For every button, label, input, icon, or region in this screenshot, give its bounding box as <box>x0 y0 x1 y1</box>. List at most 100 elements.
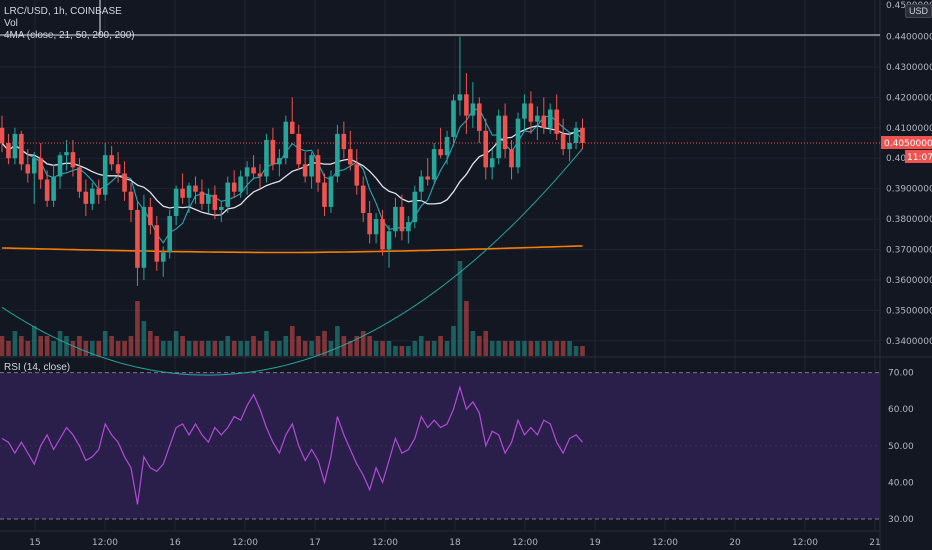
candle <box>515 118 521 168</box>
candle <box>444 136 450 156</box>
currency-badge[interactable]: USD <box>905 4 932 18</box>
candle <box>309 155 314 177</box>
candle <box>90 188 95 204</box>
volume-bar <box>173 331 179 356</box>
candle <box>393 206 398 232</box>
time-tick-label: 12:00 <box>372 538 398 548</box>
time-tick-label: 12:00 <box>232 538 258 548</box>
volume-bar <box>51 341 56 356</box>
ma-200-alt-line <box>1 148 583 376</box>
volume-bar <box>160 341 166 356</box>
volume-bar <box>193 341 198 356</box>
time-tick-label: 12:00 <box>652 538 678 548</box>
volume-bar <box>244 341 250 356</box>
candle <box>412 191 418 223</box>
candle <box>225 182 231 207</box>
volume-bar <box>412 341 418 356</box>
volume-bar <box>141 321 147 356</box>
volume-bar <box>109 336 114 356</box>
candle <box>483 130 489 168</box>
candle <box>212 194 218 210</box>
candle <box>141 206 147 268</box>
volume-bar <box>335 326 340 356</box>
candle <box>206 194 211 204</box>
candle <box>264 139 269 177</box>
volume-bar <box>57 331 63 356</box>
candle <box>231 182 237 192</box>
time-tick-label: 15 <box>29 538 40 548</box>
volume-bar <box>406 346 411 356</box>
candle <box>193 185 198 192</box>
volume-bar <box>96 341 102 356</box>
volume-bar <box>393 346 398 356</box>
volume-bar <box>12 331 18 356</box>
candle <box>567 143 572 150</box>
volume-bar <box>102 331 108 356</box>
countdown-label: 11:07 <box>907 153 932 163</box>
candle <box>554 109 559 134</box>
ma-indicator-label[interactable]: 4MA (close, 21, 50, 200, 200) <box>4 30 135 41</box>
volume-bar <box>128 336 134 356</box>
candle <box>580 127 585 144</box>
volume-bar <box>206 341 211 356</box>
candle <box>406 222 411 232</box>
volume-bar <box>19 336 24 356</box>
candle <box>322 182 327 207</box>
rsi-indicator-label[interactable]: RSI (14, close) <box>4 362 71 373</box>
candle <box>257 173 263 177</box>
volume-bar <box>283 336 289 356</box>
candle <box>135 209 140 268</box>
candle <box>457 94 463 101</box>
symbol-label[interactable]: LRC/USD, 1h, COINBASE <box>4 6 122 17</box>
candle <box>477 103 482 131</box>
volume-bar <box>573 346 579 356</box>
candle <box>270 139 276 165</box>
volume-bar <box>6 341 11 356</box>
volume-bar <box>547 341 553 356</box>
candle <box>244 167 250 177</box>
volume-bar <box>386 341 392 356</box>
time-tick-label: 17 <box>309 538 320 548</box>
rsi-tick-label: 70.00 <box>888 369 914 379</box>
candle <box>180 188 185 198</box>
rsi-tick-label: 60.00 <box>888 405 914 415</box>
volume-bar <box>270 341 276 356</box>
volume-bar <box>115 341 121 356</box>
candle <box>25 164 31 174</box>
volume-bar <box>219 341 224 356</box>
volume-bar <box>167 341 172 356</box>
volume-bar <box>264 331 269 356</box>
volume-bar <box>309 341 314 356</box>
volume-label[interactable]: Vol <box>4 18 18 29</box>
volume-bar <box>38 336 43 356</box>
volume-bar <box>154 336 160 356</box>
candle <box>502 115 508 150</box>
volume-bar <box>180 336 185 356</box>
candle <box>251 167 256 174</box>
volume-bar <box>509 341 514 356</box>
candle <box>167 216 172 253</box>
volume-bar <box>328 341 334 356</box>
time-tick-label: 12:00 <box>512 538 538 548</box>
volume-bar <box>0 336 5 356</box>
volume-bar <box>257 341 263 356</box>
candle <box>541 115 547 128</box>
candle <box>418 176 424 192</box>
volume-bar <box>212 341 218 356</box>
candle <box>380 219 385 250</box>
volume-bar <box>77 336 82 356</box>
candle <box>38 158 43 180</box>
volume-bar <box>277 341 282 356</box>
volume-bar <box>483 331 489 356</box>
volume-bar <box>296 336 301 356</box>
candle <box>238 176 243 192</box>
candle <box>528 103 534 122</box>
time-tick-label: 19 <box>589 538 601 548</box>
volume-bar <box>367 336 372 356</box>
volume-bar <box>90 341 95 356</box>
